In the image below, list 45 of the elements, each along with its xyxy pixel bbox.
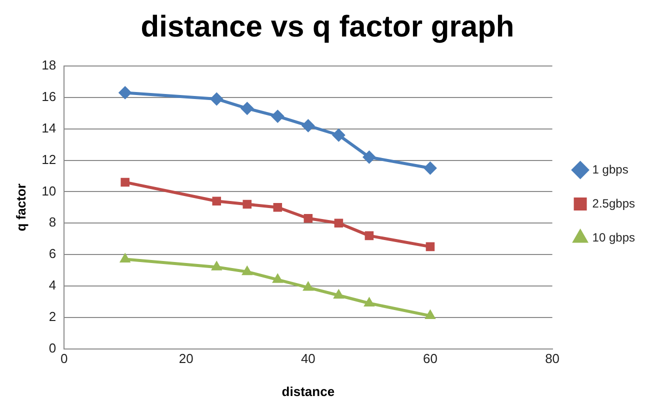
legend-label: 1 gbps <box>592 162 628 176</box>
point <box>362 150 376 164</box>
y-tick-label: 6 <box>48 246 56 262</box>
point <box>426 242 435 252</box>
point <box>212 196 222 206</box>
point <box>272 274 283 283</box>
y-tick-label: 16 <box>42 89 56 104</box>
point <box>240 102 254 115</box>
y-axis-title: q factor <box>13 184 28 232</box>
point <box>364 231 374 240</box>
point <box>364 297 374 306</box>
x-tick-label: 80 <box>545 351 560 366</box>
point <box>302 119 315 132</box>
legend-label: 2.5gbps <box>592 196 635 210</box>
y-tick-label: 0 <box>48 340 56 356</box>
x-axis-title: distance <box>282 384 335 399</box>
x-tick-label: 40 <box>300 351 316 366</box>
point <box>211 261 222 270</box>
point <box>242 200 252 209</box>
point <box>271 110 284 123</box>
chart-title: distance vs q factor graph <box>140 10 514 44</box>
y-tick-label: 4 <box>48 278 56 293</box>
point <box>120 178 130 187</box>
y-tick-label: 2 <box>48 308 56 324</box>
point <box>332 128 346 142</box>
point <box>120 253 130 262</box>
point <box>424 162 437 175</box>
point <box>304 214 313 223</box>
point <box>334 218 344 228</box>
point <box>273 203 282 212</box>
legend-label: 10 gbps <box>592 230 635 244</box>
y-tick-label: 12 <box>42 152 56 167</box>
y-tick-label: 14 <box>42 120 56 136</box>
point <box>333 289 344 299</box>
point <box>302 282 314 291</box>
y-tick-label: 8 <box>48 214 56 230</box>
x-tick-label: 60 <box>423 351 438 366</box>
point <box>210 92 224 106</box>
x-tick-label: 0 <box>60 351 68 366</box>
point <box>242 266 252 276</box>
x-tick-label: 20 <box>178 351 194 366</box>
y-tick-label: 18 <box>42 58 56 73</box>
y-tick-label: 10 <box>42 183 56 198</box>
point <box>118 86 132 100</box>
point <box>424 310 436 320</box>
